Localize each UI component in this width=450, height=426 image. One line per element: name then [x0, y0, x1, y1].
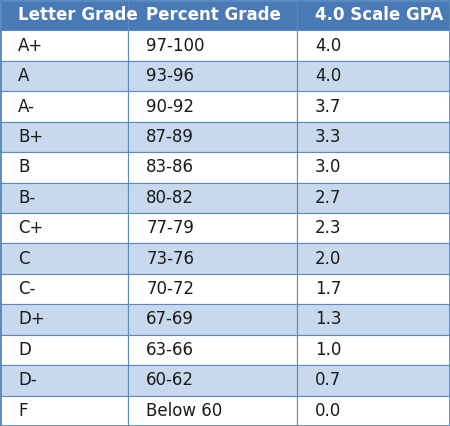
Bar [297, 213, 450, 243]
Text: 2.3: 2.3 [315, 219, 342, 237]
Text: 2.7: 2.7 [315, 189, 342, 207]
Bar [297, 396, 450, 426]
Bar [297, 91, 450, 122]
Bar [297, 183, 450, 213]
Bar [297, 122, 450, 152]
Text: F: F [18, 402, 27, 420]
Text: Percent Grade: Percent Grade [146, 6, 281, 24]
Text: D-: D- [18, 371, 37, 389]
Bar [128, 122, 297, 152]
Bar [128, 183, 297, 213]
Text: 3.7: 3.7 [315, 98, 342, 115]
Text: 0.0: 0.0 [315, 402, 341, 420]
Bar [128, 30, 297, 61]
Bar [0, 61, 128, 91]
Bar [0, 304, 128, 335]
Text: 80-82: 80-82 [146, 189, 194, 207]
Text: 90-92: 90-92 [146, 98, 194, 115]
Text: 83-86: 83-86 [146, 158, 194, 176]
Text: 1.3: 1.3 [315, 311, 342, 328]
Text: 1.7: 1.7 [315, 280, 342, 298]
Text: 2.0: 2.0 [315, 250, 342, 268]
Bar [0, 30, 128, 61]
Bar [297, 274, 450, 304]
Text: C: C [18, 250, 30, 268]
Bar [128, 274, 297, 304]
Bar [0, 122, 128, 152]
Text: D: D [18, 341, 31, 359]
Bar [128, 304, 297, 335]
Text: 3.3: 3.3 [315, 128, 342, 146]
Text: C-: C- [18, 280, 36, 298]
Text: 4.0: 4.0 [315, 37, 341, 55]
Text: 0.7: 0.7 [315, 371, 341, 389]
Bar [128, 396, 297, 426]
Bar [297, 152, 450, 183]
Bar [128, 213, 297, 243]
Text: 3.0: 3.0 [315, 158, 342, 176]
Text: A: A [18, 67, 29, 85]
Text: 4.0 Scale GPA: 4.0 Scale GPA [315, 6, 443, 24]
Bar [0, 396, 128, 426]
Bar [128, 61, 297, 91]
Text: 60-62: 60-62 [146, 371, 194, 389]
Text: C+: C+ [18, 219, 43, 237]
Bar [297, 30, 450, 61]
Text: B+: B+ [18, 128, 43, 146]
Text: Below 60: Below 60 [146, 402, 222, 420]
Bar [128, 152, 297, 183]
Bar [128, 243, 297, 274]
Text: 1.0: 1.0 [315, 341, 342, 359]
Text: 67-69: 67-69 [146, 311, 194, 328]
Bar [0, 0, 128, 30]
Bar [0, 335, 128, 365]
Bar [0, 365, 128, 396]
Bar [128, 0, 297, 30]
Text: 97-100: 97-100 [146, 37, 205, 55]
Text: 77-79: 77-79 [146, 219, 194, 237]
Bar [297, 335, 450, 365]
Bar [0, 152, 128, 183]
Bar [128, 365, 297, 396]
Bar [0, 243, 128, 274]
Text: 73-76: 73-76 [146, 250, 194, 268]
Bar [128, 91, 297, 122]
Bar [297, 365, 450, 396]
Bar [297, 304, 450, 335]
Text: B: B [18, 158, 29, 176]
Text: D+: D+ [18, 311, 45, 328]
Text: A-: A- [18, 98, 35, 115]
Bar [128, 335, 297, 365]
Text: 4.0: 4.0 [315, 67, 341, 85]
Text: 70-72: 70-72 [146, 280, 194, 298]
Bar [0, 183, 128, 213]
Bar [297, 243, 450, 274]
Text: Letter Grade: Letter Grade [18, 6, 138, 24]
Text: 87-89: 87-89 [146, 128, 194, 146]
Bar [297, 0, 450, 30]
Text: 63-66: 63-66 [146, 341, 194, 359]
Bar [297, 61, 450, 91]
Bar [0, 213, 128, 243]
Bar [0, 91, 128, 122]
Text: A+: A+ [18, 37, 43, 55]
Bar [0, 274, 128, 304]
Text: 93-96: 93-96 [146, 67, 194, 85]
Text: B-: B- [18, 189, 35, 207]
